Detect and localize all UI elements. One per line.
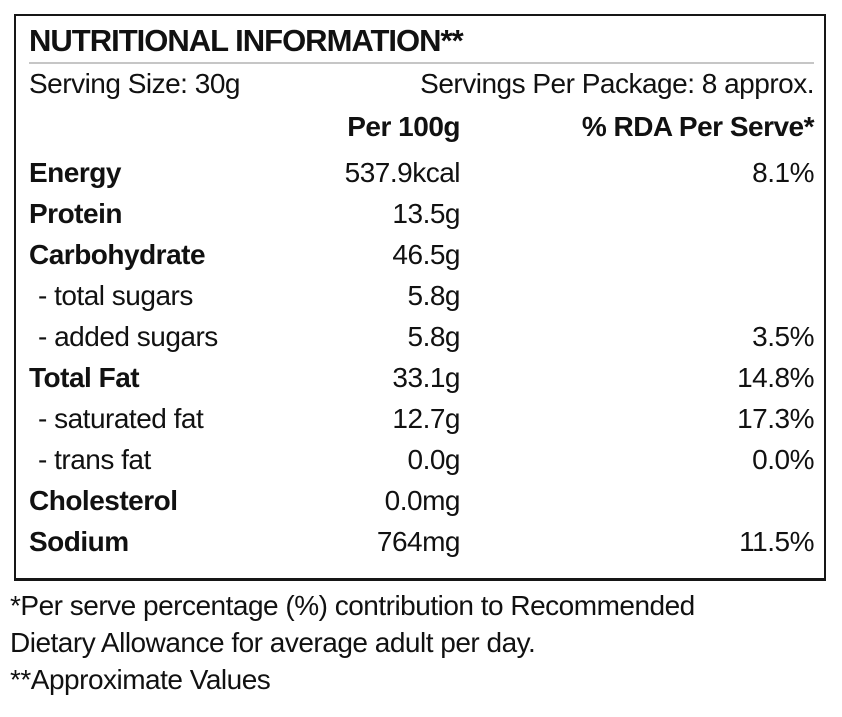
table-row: Sodium 764mg 11.5% bbox=[29, 521, 815, 562]
nutrient-name: Energy bbox=[29, 157, 121, 188]
footnote-line: Dietary Allowance for average adult per … bbox=[10, 627, 536, 658]
nutrient-name: - saturated fat bbox=[38, 403, 204, 434]
nutrient-name: Total Fat bbox=[29, 362, 140, 393]
rda-value bbox=[460, 234, 814, 275]
per-100g-value: 0.0g bbox=[407, 444, 461, 475]
servings-per-package: Servings Per Package: 8 approx. bbox=[420, 68, 814, 99]
panel-title: NUTRITIONAL INFORMATION** bbox=[29, 23, 464, 58]
serving-row: Serving Size: 30g Servings Per Package: … bbox=[29, 64, 814, 104]
rda-value: 0.0% bbox=[752, 444, 814, 475]
rda-value: 11.5% bbox=[739, 526, 814, 557]
per-100g-value: 0.0mg bbox=[384, 485, 461, 516]
table-row: Protein 13.5g bbox=[29, 193, 814, 234]
nutrient-name: Protein bbox=[29, 198, 122, 229]
table-row: - added sugars 5.8g 3.5% bbox=[29, 316, 815, 357]
column-header-spacer bbox=[29, 104, 325, 150]
nutrient-name: - trans fat bbox=[38, 444, 151, 475]
rda-value: 8.1% bbox=[752, 157, 814, 188]
rda-value bbox=[460, 193, 814, 234]
per-100g-value: 5.8g bbox=[407, 280, 461, 311]
title-divider bbox=[29, 62, 814, 64]
per-100g-value: 537.9kcal bbox=[344, 157, 461, 188]
nutrient-name: Sodium bbox=[29, 526, 129, 557]
table-row: - total sugars 5.8g bbox=[29, 275, 814, 316]
per-100g-value: 5.8g bbox=[407, 321, 461, 352]
nutrient-name: Carbohydrate bbox=[29, 239, 206, 270]
nutrient-name: Cholesterol bbox=[29, 485, 178, 516]
column-header-rda: % RDA Per Serve* bbox=[581, 111, 815, 142]
rda-value: 17.3% bbox=[737, 403, 814, 434]
table-row: Carbohydrate 46.5g bbox=[29, 234, 814, 275]
table-row: - saturated fat 12.7g 17.3% bbox=[29, 398, 815, 439]
nutrient-name: - total sugars bbox=[38, 280, 193, 311]
serving-size: Serving Size: 30g bbox=[29, 68, 240, 99]
nutrient-rows: Energy 537.9kcal 8.1% Protein 13.5g Carbohydr… bbox=[29, 152, 815, 562]
footnote-line: **Approximate Values bbox=[10, 664, 271, 695]
column-header-per-100g: Per 100g bbox=[347, 111, 460, 142]
table-row: - trans fat 0.0g 0.0% bbox=[29, 439, 815, 480]
per-100g-value: 13.5g bbox=[392, 198, 460, 229]
nutrient-name: - added sugars bbox=[38, 321, 218, 352]
footnotes: *Per serve percentage (%) contribution t… bbox=[10, 587, 832, 698]
rda-value bbox=[460, 275, 814, 316]
column-headers: Per 100g % RDA Per Serve* bbox=[29, 104, 814, 150]
per-100g-value: 33.1g bbox=[392, 362, 460, 393]
per-100g-value: 12.7g bbox=[392, 403, 460, 434]
per-100g-value: 764mg bbox=[376, 526, 461, 557]
rda-value: 14.8% bbox=[737, 362, 814, 393]
per-100g-value: 46.5g bbox=[392, 239, 460, 270]
table-row: Total Fat 33.1g 14.8% bbox=[29, 357, 815, 398]
rda-value bbox=[460, 480, 814, 521]
table-row: Energy 537.9kcal 8.1% bbox=[29, 152, 815, 193]
footnote-line: *Per serve percentage (%) contribution t… bbox=[10, 590, 695, 621]
rda-value: 3.5% bbox=[752, 321, 814, 352]
nutrition-panel: NUTRITIONAL INFORMATION** Serving Size: … bbox=[14, 14, 826, 581]
table-row: Cholesterol 0.0mg bbox=[29, 480, 814, 521]
